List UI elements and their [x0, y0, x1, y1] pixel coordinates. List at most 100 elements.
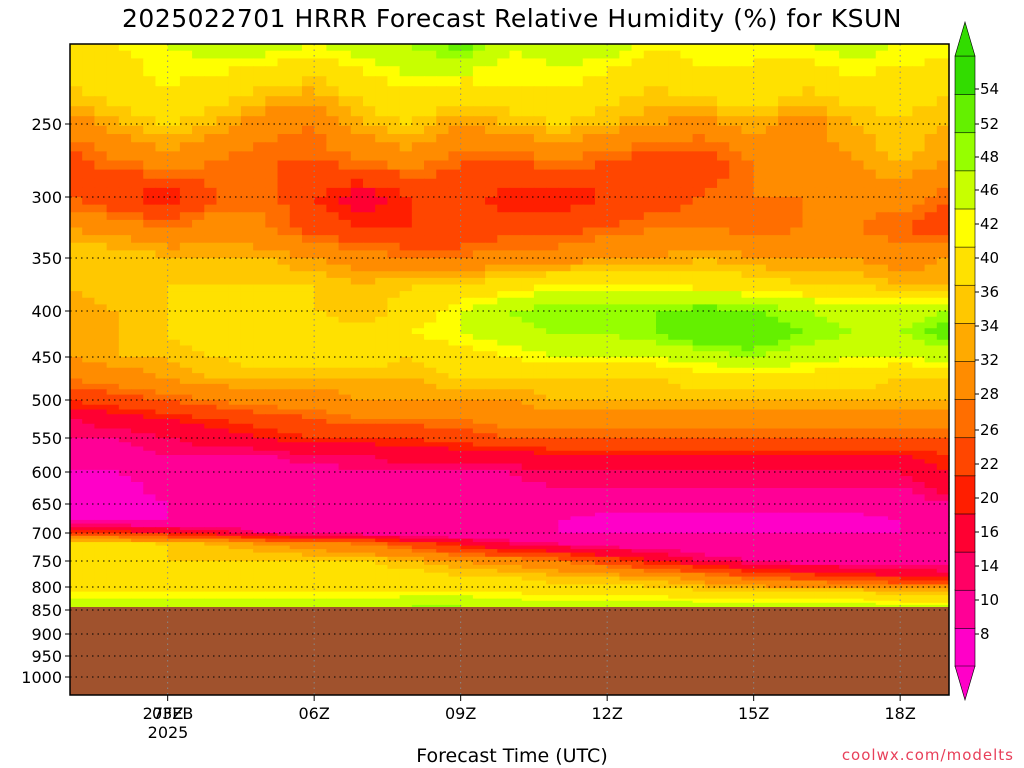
rh-cell	[509, 58, 523, 67]
rh-cell	[533, 373, 547, 380]
rh-cell	[240, 160, 254, 171]
rh-cell	[863, 482, 877, 489]
rh-cell	[216, 106, 230, 117]
rh-cell	[485, 459, 498, 465]
rh-cell	[94, 66, 108, 77]
rh-cell	[289, 442, 303, 448]
rh-cell	[778, 414, 791, 420]
rh-cell	[106, 242, 120, 251]
rh-cell	[387, 409, 401, 415]
rh-cell	[582, 446, 596, 452]
rh-cell	[277, 219, 291, 229]
rh-cell	[167, 469, 181, 477]
rh-cell	[851, 450, 865, 456]
rh-cell	[424, 227, 437, 236]
rh-cell	[887, 44, 901, 52]
rh-cell	[253, 450, 266, 456]
rh-cell	[82, 44, 96, 52]
rh-cell	[558, 86, 572, 97]
rh-cell	[179, 242, 193, 251]
rh-cell	[656, 116, 669, 127]
rh-cell	[448, 394, 462, 401]
rh-cell	[363, 334, 376, 341]
rh-cell	[118, 488, 132, 495]
rh-cell	[765, 351, 779, 358]
rh-cell	[375, 271, 389, 279]
rh-cell	[94, 394, 108, 401]
rh-cell	[680, 250, 694, 259]
rh-cell	[851, 142, 865, 152]
rh-cell	[155, 400, 169, 406]
rh-cell	[118, 367, 132, 374]
rh-cell	[338, 125, 352, 135]
rh-cell	[656, 291, 669, 299]
rh-cell	[350, 394, 364, 401]
rh-cell	[179, 442, 193, 448]
rh-cell	[106, 345, 120, 352]
rh-cell	[424, 271, 437, 279]
rh-cell	[570, 438, 584, 443]
rh-cell	[619, 134, 633, 143]
rh-cell	[680, 328, 694, 335]
rh-cell	[204, 414, 218, 420]
rh-cell	[70, 463, 83, 471]
rh-cell	[741, 66, 755, 77]
rh-cell	[265, 494, 279, 502]
rh-cell	[387, 44, 401, 52]
rh-cell	[814, 187, 828, 198]
rh-cell	[900, 488, 913, 495]
rh-cell	[167, 394, 181, 401]
rh-cell	[936, 476, 950, 483]
rh-cell	[411, 476, 425, 483]
rh-cell	[106, 373, 120, 380]
rh-cell	[778, 339, 791, 347]
rh-cell	[411, 469, 425, 477]
rh-cell	[839, 339, 852, 347]
rh-cell	[887, 142, 901, 152]
rh-cell	[216, 311, 230, 318]
rh-cell	[717, 409, 730, 415]
rh-cell	[375, 494, 389, 502]
rh-cell	[228, 125, 242, 135]
rh-cell	[350, 44, 364, 52]
rh-cell	[338, 58, 352, 67]
rh-cell	[533, 389, 547, 396]
rh-cell	[118, 204, 132, 213]
rh-cell	[619, 66, 633, 77]
rh-cell	[179, 197, 193, 206]
rh-cell	[326, 362, 340, 369]
rh-cell	[240, 438, 254, 443]
rh-cell	[509, 378, 523, 385]
rh-cell	[802, 423, 816, 430]
rh-cell	[704, 463, 718, 471]
rh-cell	[472, 450, 486, 456]
rh-cell	[741, 378, 755, 385]
rh-cell	[167, 383, 181, 390]
rh-cell	[155, 488, 169, 495]
rh-cell	[387, 345, 401, 352]
rh-cell	[485, 134, 498, 143]
rh-cell	[326, 311, 340, 318]
rh-cell	[472, 284, 486, 292]
rh-cell	[558, 322, 572, 329]
rh-cell	[704, 50, 718, 60]
rh-cell	[240, 227, 254, 236]
rh-cell	[692, 250, 706, 259]
rh-cell	[106, 258, 120, 266]
rh-cell	[704, 58, 718, 67]
rh-cell	[753, 250, 767, 259]
rh-cell	[619, 160, 633, 171]
rh-cell	[924, 488, 938, 495]
rh-cell	[155, 50, 169, 60]
rh-cell	[790, 304, 804, 312]
rh-cell	[436, 96, 450, 107]
rh-cell	[301, 362, 315, 369]
rh-cell	[143, 383, 157, 390]
rh-cell	[900, 463, 913, 471]
rh-cell	[350, 339, 364, 347]
rh-cell	[204, 339, 218, 347]
rh-cell	[485, 264, 498, 272]
rh-cell	[399, 316, 413, 324]
rh-cell	[680, 58, 694, 67]
rh-cell	[619, 116, 633, 127]
